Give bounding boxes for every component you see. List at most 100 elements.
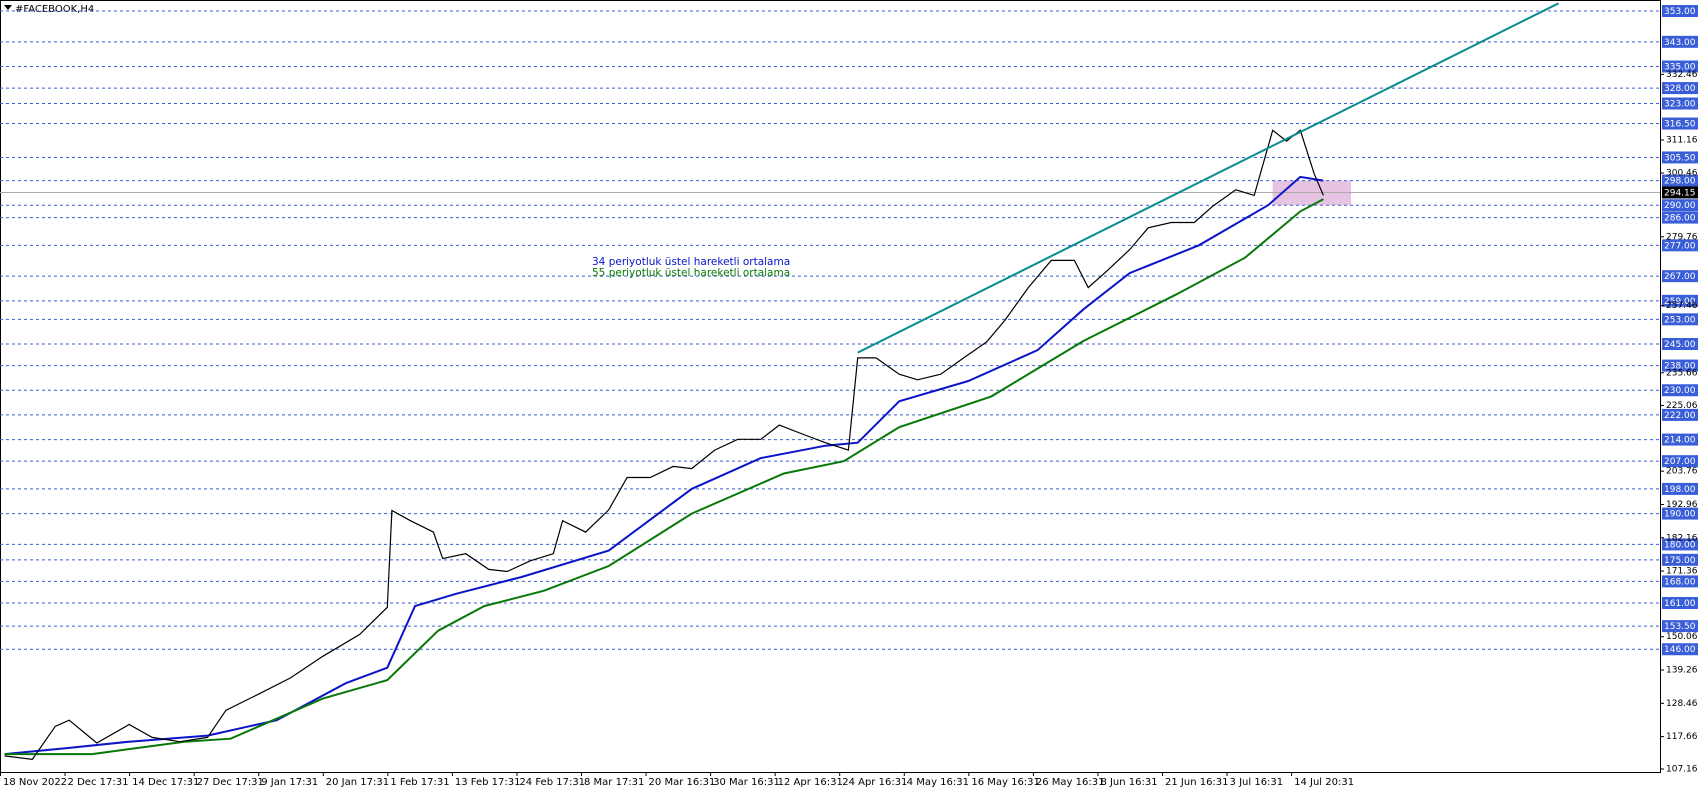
legend-entry: 55 periyotluk üstel hareketli ortalama: [592, 267, 790, 279]
level-label: 238.00: [1664, 362, 1696, 372]
level-label-box: [1662, 270, 1698, 283]
x-tick-label: 24 Feb 17:31: [519, 777, 585, 788]
x-tick-label: 26 May 16:31: [1036, 777, 1105, 788]
x-tick-label: 8 Mar 17:31: [584, 777, 644, 788]
level-label-box: [1662, 455, 1698, 468]
x-tick-label: 27 Dec 17:31: [197, 777, 264, 788]
y-tick-label: 225.06: [1666, 401, 1698, 411]
menu-icon[interactable]: [4, 5, 12, 10]
current-price-box: [1662, 186, 1698, 199]
level-label-box: [1662, 60, 1698, 73]
x-tick-label: 13 Feb 17:31: [455, 777, 521, 788]
level-label: 190.00: [1664, 510, 1696, 520]
level-label: 267.00: [1664, 272, 1696, 282]
level-label: 290.00: [1664, 201, 1696, 211]
x-tick-label: 16 May 16:31: [971, 777, 1040, 788]
plot-frame: [0, 0, 1661, 773]
level-label-box: [1662, 408, 1698, 421]
level-label-box: [1662, 553, 1698, 566]
level-label: 230.00: [1664, 386, 1696, 396]
level-label-box: [1662, 538, 1698, 551]
y-tick-label: 139.26: [1666, 666, 1698, 676]
y-tick-label: 332.46: [1666, 70, 1698, 80]
plot-area: [0, 2, 1660, 760]
level-label-box: [1662, 151, 1698, 164]
x-tick-label: 24 Apr 16:31: [842, 777, 907, 788]
level-label: 161.00: [1664, 599, 1696, 609]
level-label: 277.00: [1664, 241, 1696, 251]
trend-line: [857, 2, 1560, 354]
level-label-box: [1662, 5, 1698, 17]
level-label-box: [1662, 313, 1698, 326]
x-tick-label: 20 Mar 16:31: [649, 777, 716, 788]
level-label-box: [1662, 596, 1698, 609]
y-tick-label: 117.66: [1666, 732, 1698, 742]
level-label: 214.00: [1664, 436, 1696, 446]
x-tick-label: 20 Jan 17:31: [326, 777, 389, 788]
x-tick-label: 1 Feb 17:31: [390, 777, 449, 788]
level-label: 207.00: [1664, 457, 1696, 467]
level-label: 175.00: [1664, 556, 1696, 566]
y-tick-label: 279.76: [1666, 232, 1698, 242]
y-tick-label: 182.16: [1666, 533, 1698, 543]
level-label-box: [1662, 643, 1698, 656]
level-label: 335.00: [1664, 62, 1696, 72]
y-tick-label: 257.46: [1666, 301, 1698, 311]
level-label: 343.00: [1664, 38, 1696, 48]
level-label-box: [1662, 174, 1698, 187]
level-label: 245.00: [1664, 340, 1696, 350]
y-tick-label: 150.06: [1666, 632, 1698, 642]
level-label: 298.00: [1664, 177, 1696, 187]
ema-line: [4, 198, 1324, 756]
x-tick-label: 9 Jan 17:31: [261, 777, 318, 788]
x-tick-label: 30 Mar 16:31: [713, 777, 780, 788]
level-label-box: [1662, 199, 1698, 212]
axes: 353.00 343.00 335.00 328.00 323.00 316.50 305.…: [0, 5, 1698, 788]
x-tick-label: 3 Jul 16:31: [1230, 777, 1284, 788]
level-label-box: [1662, 35, 1698, 48]
level-label: 328.00: [1664, 84, 1696, 94]
level-label: 253.00: [1664, 315, 1696, 325]
level-label: 305.50: [1664, 153, 1696, 163]
level-label-box: [1662, 337, 1698, 350]
x-tick-label: 8 Jun 16:31: [1100, 777, 1157, 788]
y-tick-label: 203.76: [1666, 467, 1698, 477]
level-label: 259.00: [1664, 297, 1696, 307]
level-label: 353.00: [1664, 7, 1696, 17]
chart-title: #FACEBOOK,H4: [15, 4, 94, 15]
x-tick-label: 21 Jun 16:31: [1165, 777, 1229, 788]
y-tick-label: 107.16: [1666, 765, 1698, 775]
x-tick-label: 4 May 16:31: [907, 777, 969, 788]
level-label-box: [1662, 482, 1698, 495]
level-label-box: [1662, 359, 1698, 372]
level-label-box: [1662, 507, 1698, 520]
x-tick-label: 18 Nov 2022: [3, 777, 67, 788]
level-label: 323.00: [1664, 99, 1696, 109]
y-tick-label: 128.46: [1666, 699, 1698, 709]
y-tick-label: 235.66: [1666, 368, 1698, 378]
current-price-label: 294.15: [1664, 188, 1696, 198]
level-label-box: [1662, 294, 1698, 307]
level-label-box: [1662, 117, 1698, 130]
level-label: 146.00: [1664, 645, 1696, 655]
level-label: 198.00: [1664, 485, 1696, 495]
x-tick-label: 12 Apr 16:31: [778, 777, 843, 788]
level-label: 180.00: [1664, 540, 1696, 550]
x-tick-label: 14 Jul 20:31: [1294, 777, 1354, 788]
y-tick-label: 171.36: [1666, 567, 1698, 577]
level-label-box: [1662, 575, 1698, 588]
y-tick-label: 192.96: [1666, 500, 1698, 510]
y-tick-label: 311.16: [1666, 136, 1698, 146]
level-label-box: [1662, 433, 1698, 446]
x-tick-label: 2 Dec 17:31: [68, 777, 129, 788]
level-label: 286.00: [1664, 214, 1696, 224]
level-label: 168.00: [1664, 577, 1696, 587]
level-label-box: [1662, 82, 1698, 95]
level-label-box: [1662, 97, 1698, 110]
x-tick-label: 14 Dec 17:31: [132, 777, 199, 788]
level-label: 153.50: [1664, 622, 1696, 632]
level-label-box: [1662, 239, 1698, 252]
price-line: [4, 129, 1324, 760]
